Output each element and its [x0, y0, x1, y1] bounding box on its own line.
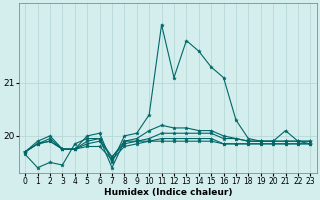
X-axis label: Humidex (Indice chaleur): Humidex (Indice chaleur) — [104, 188, 232, 197]
